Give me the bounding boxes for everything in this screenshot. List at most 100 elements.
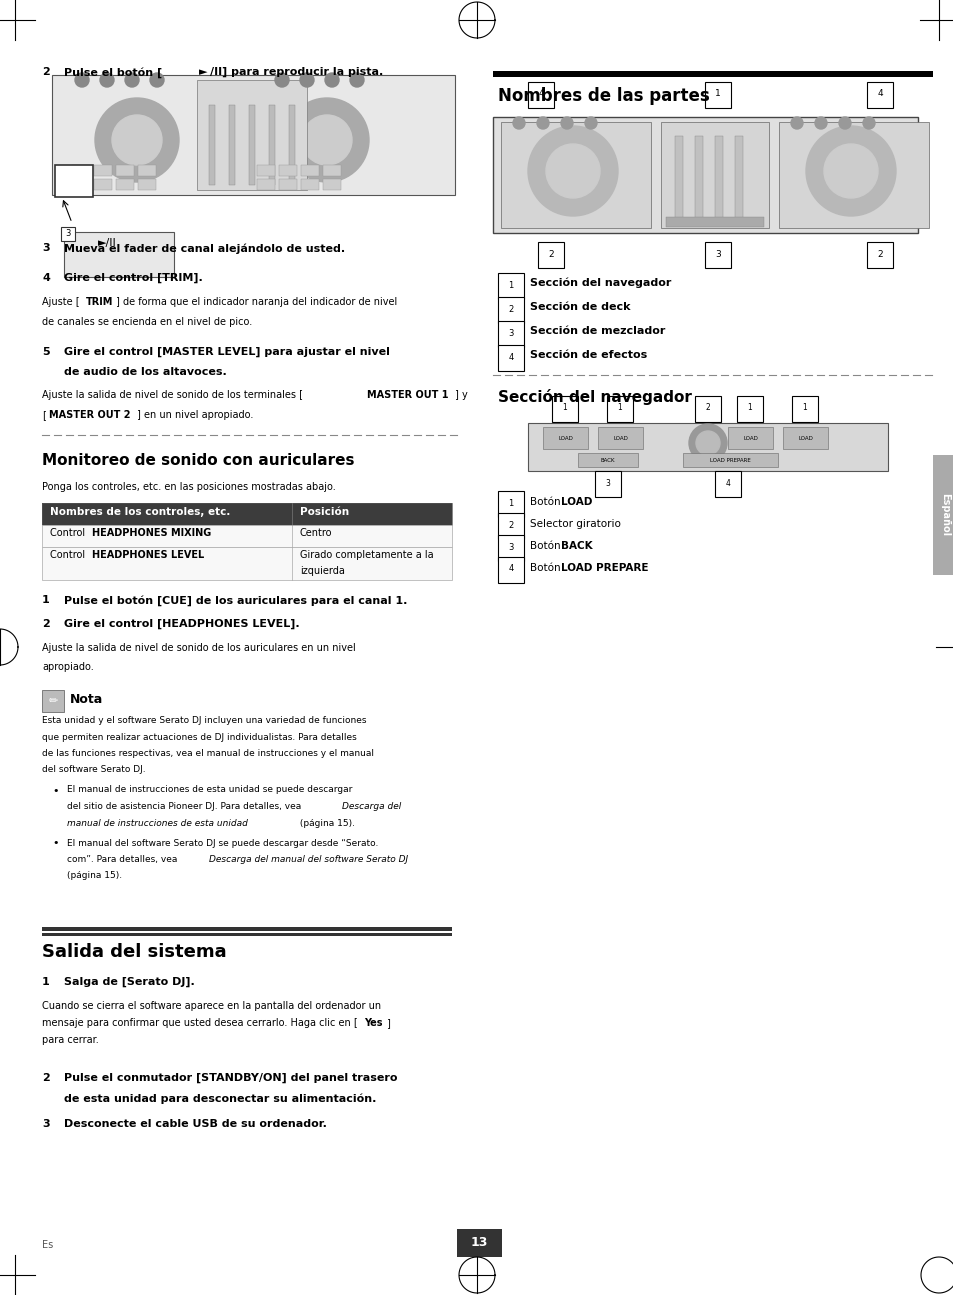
Circle shape [112,115,162,164]
Text: 3: 3 [715,250,720,259]
Text: 1: 1 [801,404,806,413]
Bar [209,105,214,185]
Text: BACK: BACK [600,457,615,462]
Text: 13: 13 [471,1237,488,1250]
Bar [598,427,642,449]
FancyBboxPatch shape [791,396,817,422]
FancyBboxPatch shape [695,396,720,422]
Text: 1: 1 [715,89,720,98]
Text: Descarga del manual del software Serato DJ: Descarga del manual del software Serato … [209,855,408,864]
Text: 4: 4 [508,565,513,574]
Text: Pulse el botón [: Pulse el botón [ [64,67,162,78]
Bar [94,179,112,190]
Text: Pulse el botón [CUE] de los auriculares para el canal 1.: Pulse el botón [CUE] de los auriculares … [64,594,407,606]
Text: Salga de [Serato DJ].: Salga de [Serato DJ]. [64,976,194,987]
Text: 2: 2 [548,250,554,259]
Text: Botón: Botón [530,497,563,508]
Circle shape [302,115,352,164]
Bar [278,179,296,190]
Text: •: • [52,838,58,848]
Circle shape [150,73,164,87]
Text: 3: 3 [508,543,513,552]
Circle shape [688,423,726,462]
Text: /II] para reproducir la pista.: /II] para reproducir la pista. [210,67,383,78]
Text: manual de instrucciones de esta unidad: manual de instrucciones de esta unidad [67,818,248,828]
FancyBboxPatch shape [497,513,523,539]
FancyBboxPatch shape [497,273,523,299]
Text: ►/II: ►/II [97,238,116,249]
Text: 3: 3 [65,229,71,238]
Bar [289,105,294,185]
Text: Posición: Posición [299,508,349,517]
Bar [94,164,112,176]
FancyBboxPatch shape [595,471,620,497]
Text: Ajuste la salida de nivel de sonido de los auriculares en un nivel: Ajuste la salida de nivel de sonido de l… [42,644,355,653]
Text: HEADPHONES MIXING: HEADPHONES MIXING [91,528,211,537]
Text: LOAD: LOAD [560,497,592,508]
Text: El manual de instrucciones de esta unidad se puede descargar: El manual de instrucciones de esta unida… [67,786,352,795]
Text: del sitio de asistencia Pioneer DJ. Para detalles, vea: del sitio de asistencia Pioneer DJ. Para… [67,802,304,811]
Text: ✏: ✏ [49,695,57,706]
Text: Control: Control [50,528,89,537]
Bar [527,423,887,471]
Text: Botón: Botón [530,541,563,550]
Text: LOAD PREPARE: LOAD PREPARE [709,457,750,462]
Text: Sección del navegador: Sección del navegador [497,388,691,405]
Circle shape [125,73,139,87]
Bar [64,232,173,277]
Bar [42,502,452,524]
Text: Mueva el fader de canal alejándolo de usted.: Mueva el fader de canal alejándolo de us… [64,243,345,254]
Bar [42,690,64,712]
Text: 2: 2 [42,619,50,629]
Text: 1: 1 [42,976,50,987]
Text: MASTER OUT 2: MASTER OUT 2 [49,411,131,420]
FancyBboxPatch shape [497,557,523,583]
Text: 2: 2 [42,1074,50,1083]
Bar [301,164,318,176]
Text: Cuando se cierra el software aparece en la pantalla del ordenador un: Cuando se cierra el software aparece en … [42,1001,381,1011]
Circle shape [545,144,599,198]
Text: 4: 4 [537,89,543,98]
FancyBboxPatch shape [537,242,563,268]
Text: 3: 3 [42,243,50,253]
Circle shape [838,117,850,130]
Text: LOAD: LOAD [798,435,812,440]
Bar [323,164,340,176]
Text: Centro: Centro [299,528,333,537]
Bar [500,122,650,228]
Circle shape [814,117,826,130]
Bar [734,136,742,221]
Bar [71,179,90,190]
Text: Selector giratorio: Selector giratorio [530,519,620,528]
Text: 1: 1 [747,404,752,413]
FancyBboxPatch shape [737,396,762,422]
Text: 4: 4 [876,89,882,98]
Text: 1: 1 [42,594,50,605]
Text: LOAD: LOAD [558,435,573,440]
Bar [229,105,234,185]
Text: Girado completamente a la: Girado completamente a la [299,550,434,559]
Text: de canales se encienda en el nivel de pico.: de canales se encienda en el nivel de pi… [42,317,252,328]
Circle shape [325,73,338,87]
Bar [675,136,682,221]
Bar [779,122,928,228]
Circle shape [100,73,113,87]
FancyBboxPatch shape [497,491,523,517]
Text: MASTER OUT 1: MASTER OUT 1 [367,390,448,400]
Bar [493,117,917,233]
Bar [42,927,452,931]
Text: TRIM: TRIM [86,297,113,307]
Text: 1: 1 [508,499,513,508]
Text: LOAD PREPARE: LOAD PREPARE [560,563,648,572]
Text: ►: ► [199,67,208,76]
Text: com”. Para detalles, vea: com”. Para detalles, vea [67,855,180,864]
Bar [278,164,296,176]
Text: de audio de los altavoces.: de audio de los altavoces. [64,366,227,377]
FancyBboxPatch shape [497,535,523,561]
Bar [138,179,156,190]
Text: 4: 4 [42,273,50,284]
Text: Botón: Botón [530,563,563,572]
Circle shape [274,73,289,87]
Text: que permiten realizar actuaciones de DJ individualistas. Para detalles: que permiten realizar actuaciones de DJ … [42,733,356,742]
Circle shape [790,117,802,130]
